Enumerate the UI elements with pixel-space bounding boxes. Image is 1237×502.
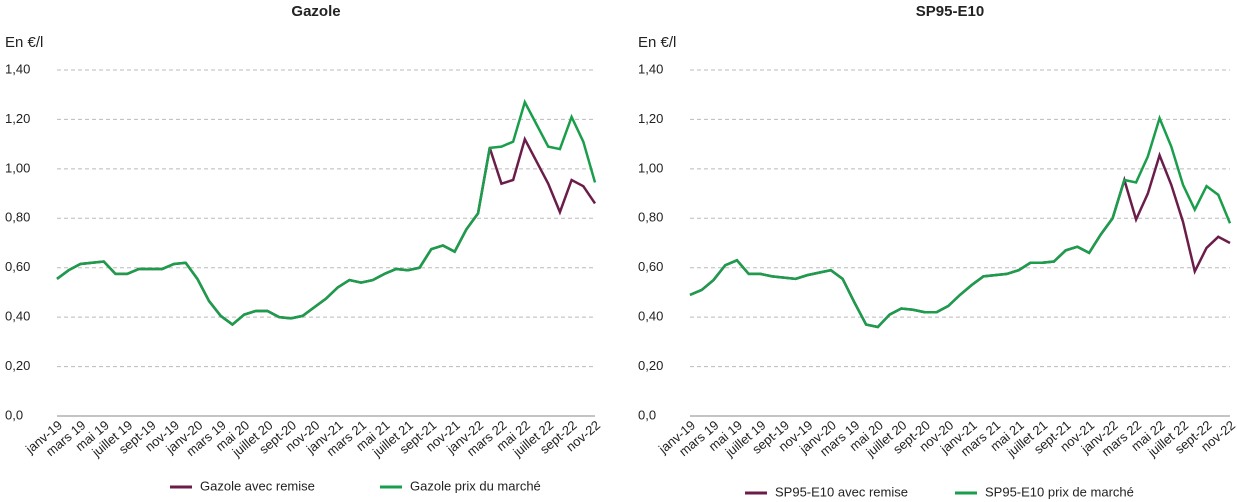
legend-label: Gazole prix du marché — [410, 478, 541, 493]
y-tick-label: 1,20 — [5, 111, 30, 126]
y-tick-label: 0,20 — [638, 358, 663, 373]
y-tick-label: 0,20 — [5, 358, 30, 373]
y-axis-label: En €/l — [638, 34, 676, 51]
line — [689, 151, 1231, 329]
y-tick-label: 0,0 — [5, 407, 23, 422]
y-tick-label: 1,00 — [638, 160, 663, 175]
y-axis-label: En €/l — [5, 34, 43, 51]
chart-title: SP95-E10 — [916, 3, 984, 20]
y-tick-label: 0,40 — [638, 309, 663, 324]
legend-label: SP95-E10 prix de marché — [985, 484, 1134, 499]
y-tick-label: 1,40 — [638, 61, 663, 76]
chart-title: Gazole — [291, 3, 340, 20]
line — [56, 98, 597, 327]
legend-label: Gazole avec remise — [200, 478, 315, 493]
y-tick-label: 0,40 — [5, 309, 30, 324]
y-tick-label: 1,00 — [5, 160, 30, 175]
y-tick-label: 0,80 — [5, 210, 30, 225]
line — [689, 114, 1232, 329]
y-tick-label: 0,80 — [638, 210, 663, 225]
line — [56, 135, 597, 327]
y-tick-label: 0,0 — [638, 407, 656, 422]
legend-label: SP95-E10 avec remise — [775, 484, 908, 499]
y-tick-label: 1,40 — [5, 61, 30, 76]
y-tick-label: 0,60 — [638, 259, 663, 274]
y-tick-label: 0,60 — [5, 259, 30, 274]
y-tick-label: 1,20 — [638, 111, 663, 126]
